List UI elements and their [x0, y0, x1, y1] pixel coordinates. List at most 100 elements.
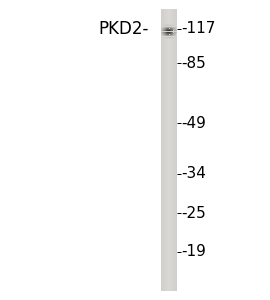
Bar: [171, 27, 172, 28]
Bar: [175, 30, 176, 31]
Bar: [167, 9, 168, 291]
Bar: [175, 28, 176, 29]
Bar: [173, 38, 174, 39]
Bar: [171, 28, 172, 29]
Bar: [164, 30, 165, 31]
Bar: [165, 30, 166, 31]
Bar: [165, 38, 166, 39]
Bar: [176, 9, 177, 291]
Bar: [161, 33, 162, 34]
Bar: [166, 31, 167, 32]
Bar: [176, 9, 177, 291]
Bar: [168, 9, 169, 291]
Bar: [174, 28, 175, 29]
Bar: [162, 37, 163, 38]
Bar: [170, 9, 171, 291]
Bar: [174, 33, 175, 34]
Bar: [175, 9, 176, 291]
Bar: [174, 9, 175, 291]
Bar: [167, 32, 168, 33]
Bar: [161, 9, 162, 291]
Bar: [162, 26, 163, 27]
Bar: [173, 9, 174, 291]
Bar: [165, 28, 166, 29]
Bar: [174, 34, 175, 35]
Bar: [166, 30, 167, 31]
Bar: [174, 36, 175, 37]
Bar: [169, 26, 170, 27]
Bar: [170, 28, 171, 29]
Bar: [163, 35, 164, 36]
Bar: [170, 9, 171, 291]
Bar: [173, 26, 174, 27]
Bar: [171, 29, 172, 30]
Bar: [169, 28, 170, 29]
Bar: [165, 31, 166, 32]
Bar: [163, 29, 164, 30]
Bar: [175, 33, 176, 34]
Bar: [166, 32, 167, 33]
Bar: [163, 9, 164, 291]
Bar: [163, 30, 164, 31]
Bar: [169, 37, 170, 38]
Bar: [172, 36, 173, 37]
Bar: [166, 9, 167, 291]
Text: -117: -117: [181, 21, 215, 36]
Bar: [173, 37, 174, 38]
Bar: [171, 26, 172, 27]
Bar: [164, 9, 165, 291]
Bar: [167, 33, 168, 34]
Bar: [172, 30, 173, 31]
Bar: [164, 9, 165, 291]
Bar: [171, 9, 172, 291]
Bar: [175, 9, 176, 291]
Text: -85: -85: [181, 56, 206, 70]
Bar: [164, 32, 165, 33]
Bar: [164, 24, 165, 25]
Bar: [169, 31, 170, 32]
Bar: [169, 38, 170, 39]
Bar: [172, 33, 173, 34]
Bar: [172, 9, 173, 291]
Bar: [163, 38, 164, 39]
Bar: [164, 38, 165, 39]
Bar: [173, 32, 174, 33]
Bar: [164, 33, 165, 34]
Bar: [172, 32, 173, 33]
Bar: [173, 31, 174, 32]
Bar: [173, 9, 174, 291]
Bar: [172, 29, 173, 30]
Bar: [167, 26, 168, 27]
Bar: [165, 34, 166, 35]
Bar: [165, 9, 166, 291]
Bar: [166, 37, 167, 38]
Bar: [168, 24, 169, 25]
Bar: [166, 27, 167, 28]
Bar: [169, 9, 170, 291]
Bar: [162, 28, 163, 29]
Text: -34: -34: [181, 167, 206, 182]
Bar: [172, 34, 173, 35]
Bar: [169, 9, 170, 291]
Bar: [163, 24, 164, 25]
Bar: [173, 24, 174, 25]
Bar: [165, 9, 166, 291]
Bar: [162, 9, 163, 291]
Bar: [168, 35, 169, 36]
Bar: [176, 30, 177, 31]
Bar: [176, 29, 177, 30]
Bar: [163, 31, 164, 32]
Bar: [165, 27, 166, 28]
Bar: [172, 9, 173, 291]
Bar: [170, 29, 171, 30]
Bar: [176, 33, 177, 34]
Bar: [169, 35, 170, 36]
Bar: [162, 9, 163, 291]
Bar: [173, 34, 174, 35]
Bar: [175, 34, 176, 35]
Bar: [170, 34, 171, 35]
Bar: [163, 26, 164, 27]
Bar: [163, 32, 164, 33]
Bar: [171, 24, 172, 25]
Bar: [167, 9, 168, 291]
